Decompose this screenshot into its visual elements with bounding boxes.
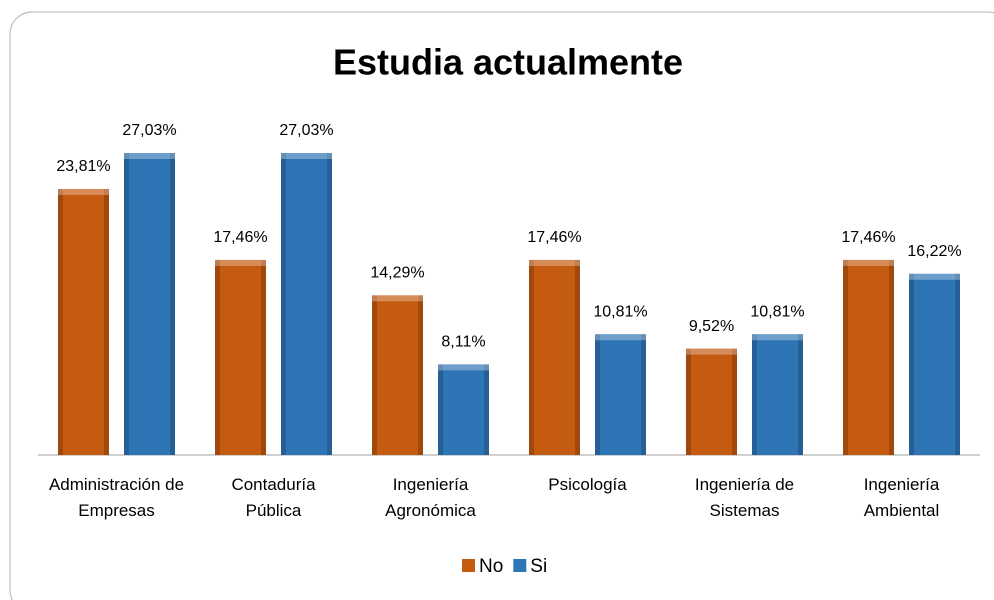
bar-shade — [752, 334, 757, 455]
data-label: 27,03% — [279, 122, 333, 139]
bar-shade — [909, 273, 914, 455]
bar-shade — [575, 259, 580, 455]
x-tick-label: Ingeniería Agronómica — [385, 475, 476, 520]
legend-swatch — [462, 559, 475, 572]
data-label: 16,22% — [907, 243, 961, 260]
legend-swatch — [513, 559, 527, 572]
bar-shade — [955, 273, 960, 455]
bar — [124, 153, 175, 455]
data-label: 10,81% — [593, 303, 647, 320]
bar-shade — [327, 153, 332, 455]
bar-top — [529, 259, 580, 266]
bar-top — [215, 259, 266, 266]
x-tick-label: Administración de Empresas — [48, 475, 185, 520]
bar-top — [752, 334, 803, 341]
bar — [686, 348, 737, 455]
bar — [752, 334, 803, 455]
bar-shade — [595, 334, 600, 455]
legend-label: Si — [530, 556, 547, 577]
bar-shade — [843, 259, 848, 455]
bar-shade — [438, 364, 443, 455]
bar-top — [843, 259, 894, 266]
bar-top — [372, 295, 423, 302]
data-label: 10,81% — [750, 303, 804, 320]
bar-top — [124, 153, 175, 159]
bar-shade — [215, 259, 220, 455]
bar-top — [281, 153, 332, 159]
x-tick-label: Ingeniería de Sistemas — [694, 475, 795, 520]
bar-shade — [798, 334, 803, 455]
bar-top — [438, 364, 489, 371]
bar-shade — [732, 348, 737, 455]
bar-shade — [261, 259, 266, 455]
legend-label: No — [479, 556, 503, 577]
data-label: 27,03% — [122, 122, 176, 139]
bar-top — [909, 273, 960, 280]
bar-shade — [418, 295, 423, 455]
bar — [843, 259, 894, 455]
bar-top — [58, 188, 109, 195]
bar-shade — [641, 334, 646, 455]
bar — [529, 259, 580, 455]
bar-shade — [889, 259, 894, 455]
bar — [58, 188, 109, 455]
bar-shade — [104, 188, 109, 455]
bar-shade — [281, 153, 286, 455]
bar-shade — [529, 259, 534, 455]
bar — [595, 334, 646, 455]
bar-shade — [484, 364, 489, 455]
bar — [909, 273, 960, 455]
bar-shade — [170, 153, 175, 455]
data-label: 23,81% — [56, 158, 110, 175]
bar-shade — [372, 295, 377, 455]
x-tick-label: Ingeniería Ambiental — [863, 475, 940, 520]
data-label: 8,11% — [441, 334, 485, 351]
bar-top — [686, 348, 737, 355]
bar — [215, 259, 266, 455]
data-label: 17,46% — [527, 229, 581, 246]
x-tick-label: Psicología — [548, 475, 627, 494]
bar-shade — [124, 153, 129, 455]
bar — [281, 153, 332, 455]
data-label: 9,52% — [689, 318, 734, 335]
bar-shade — [58, 188, 63, 455]
data-label: 14,29% — [370, 265, 424, 282]
x-tick-label: Contaduría Pública — [231, 475, 316, 520]
bar — [438, 364, 489, 455]
chart-title: Estudia actualmente — [333, 42, 683, 83]
bar — [372, 295, 423, 455]
data-label: 17,46% — [213, 229, 267, 246]
bar-top — [595, 334, 646, 341]
data-label: 17,46% — [841, 229, 895, 246]
bar-shade — [686, 348, 691, 455]
